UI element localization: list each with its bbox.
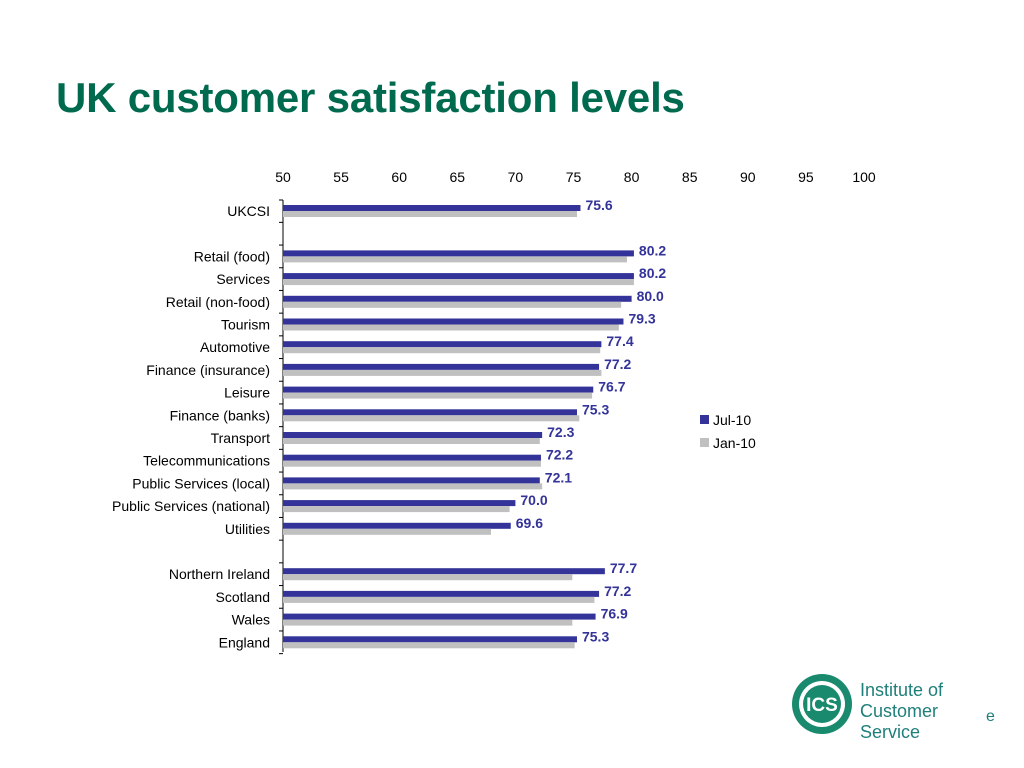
x-tick-label: 50	[275, 169, 291, 185]
category-label: Retail (food)	[194, 248, 270, 264]
data-label-jul-10: 77.2	[604, 583, 631, 599]
logo-mark-text: ICS	[806, 695, 838, 716]
data-label-jul-10: 70.0	[520, 492, 547, 508]
bar-jul-10	[283, 454, 541, 461]
category-label: England	[219, 634, 270, 650]
x-tick-label: 100	[852, 169, 876, 185]
bar-jul-10	[283, 363, 600, 370]
x-tick-label: 75	[566, 169, 582, 185]
legend-item-jul: Jul-10	[700, 408, 756, 431]
bar-jan-10	[283, 596, 595, 603]
bar-jul-10	[283, 250, 634, 257]
category-label: Tourism	[221, 317, 270, 333]
x-tick-label: 90	[740, 169, 756, 185]
logo-wordmark: Institute of Customer Service	[860, 680, 1000, 743]
category-label: Finance (insurance)	[146, 362, 270, 378]
chart-legend: Jul-10 Jan-10	[700, 408, 756, 454]
bar-jul-10	[283, 613, 596, 620]
category-label: Wales	[232, 612, 270, 628]
category-label: Transport	[211, 430, 271, 446]
bar-jan-10	[283, 256, 627, 263]
category-label: Scotland	[216, 589, 270, 605]
bar-jul-10	[283, 318, 624, 325]
category-label: Retail (non-food)	[166, 294, 270, 310]
data-label-jul-10: 77.2	[604, 356, 631, 372]
bar-jan-10	[283, 438, 540, 444]
x-tick-label: 65	[450, 169, 466, 185]
data-label-jul-10: 75.3	[582, 628, 609, 644]
data-label-jul-10: 72.1	[545, 469, 572, 485]
x-tick-label: 95	[798, 169, 814, 185]
ics-logo-mark-icon: ICS	[792, 674, 852, 734]
bar-jan-10	[283, 369, 602, 376]
category-label: Services	[216, 271, 270, 287]
bar-jul-10	[283, 409, 577, 416]
bar-jan-10	[283, 347, 601, 354]
data-label-jul-10: 75.6	[585, 197, 612, 213]
bar-jan-10	[283, 324, 619, 331]
x-tick-label: 70	[508, 169, 524, 185]
category-label: Public Services (local)	[132, 475, 270, 491]
legend-swatch-jul	[700, 415, 709, 424]
bar-jul-10	[283, 590, 600, 597]
bar-jan-10	[283, 574, 573, 581]
bar-jul-10	[283, 205, 581, 211]
bar-jul-10	[283, 568, 605, 575]
legend-label-jan: Jan-10	[713, 434, 756, 451]
bar-jul-10	[283, 432, 543, 438]
bar-jan-10	[283, 392, 593, 399]
data-label-jul-10: 76.9	[601, 606, 628, 622]
category-label: Automotive	[200, 339, 270, 355]
data-label-jul-10: 80.2	[639, 242, 666, 258]
data-label-jul-10: 72.2	[546, 447, 573, 463]
bar-jul-10	[283, 500, 516, 507]
logo-line-1: Institute of	[860, 680, 944, 700]
bar-jan-10	[283, 528, 491, 535]
bar-jul-10	[283, 636, 577, 643]
x-tick-label: 80	[624, 169, 640, 185]
bar-jul-10	[283, 522, 511, 529]
bar-jul-10	[283, 295, 632, 302]
category-label: Leisure	[224, 385, 270, 401]
bar-jan-10	[283, 211, 577, 217]
data-label-jul-10: 76.7	[598, 379, 625, 395]
category-label: Finance (banks)	[170, 407, 270, 423]
logo-suffix: e	[986, 708, 995, 725]
x-tick-label: 85	[682, 169, 698, 185]
data-label-jul-10: 80.2	[639, 265, 666, 281]
data-label-jul-10: 80.0	[637, 288, 664, 304]
category-label: UKCSI	[227, 203, 270, 219]
bar-jan-10	[283, 415, 580, 422]
data-label-jul-10: 77.7	[610, 560, 637, 576]
legend-label-jul: Jul-10	[713, 411, 752, 428]
category-label: Telecommunications	[143, 453, 270, 469]
bar-jan-10	[283, 279, 634, 286]
category-label: Northern Ireland	[169, 566, 270, 582]
legend-item-jan: Jan-10	[700, 431, 756, 454]
bar-jul-10	[283, 477, 540, 484]
bar-jan-10	[283, 506, 510, 513]
legend-swatch-jan	[700, 438, 709, 447]
bar-jul-10	[283, 341, 602, 348]
bar-jan-10	[283, 642, 575, 649]
data-label-jul-10: 75.3	[582, 401, 609, 417]
page-title: UK customer satisfaction levels	[56, 74, 685, 121]
category-label: Public Services (national)	[112, 498, 270, 514]
x-tick-label: 60	[391, 169, 407, 185]
x-tick-label: 55	[333, 169, 349, 185]
bar-jul-10	[283, 273, 634, 280]
ics-logo: ICS Institute of Customer Service e	[790, 668, 1000, 743]
data-label-jul-10: 77.4	[606, 333, 633, 349]
bar-jan-10	[283, 619, 573, 626]
bar-jan-10	[283, 301, 622, 308]
bar-jan-10	[283, 460, 541, 467]
logo-line-2: Customer Service	[860, 701, 939, 742]
category-label: Utilities	[225, 521, 270, 537]
data-label-jul-10: 69.6	[516, 515, 543, 531]
bar-jan-10	[283, 483, 543, 490]
data-label-jul-10: 72.3	[547, 424, 574, 440]
bar-jul-10	[283, 386, 594, 393]
data-label-jul-10: 79.3	[628, 311, 655, 327]
